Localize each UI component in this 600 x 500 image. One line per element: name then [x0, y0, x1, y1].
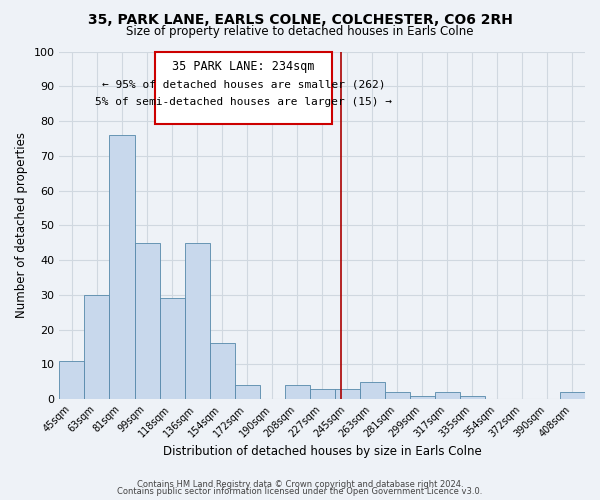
X-axis label: Distribution of detached houses by size in Earls Colne: Distribution of detached houses by size …	[163, 444, 482, 458]
Y-axis label: Number of detached properties: Number of detached properties	[15, 132, 28, 318]
Bar	[410, 396, 435, 399]
Bar	[235, 385, 260, 399]
FancyBboxPatch shape	[155, 52, 332, 125]
Bar	[460, 396, 485, 399]
Text: 5% of semi-detached houses are larger (15) →: 5% of semi-detached houses are larger (1…	[95, 96, 392, 106]
Bar	[360, 382, 385, 399]
Bar	[560, 392, 585, 399]
Text: Size of property relative to detached houses in Earls Colne: Size of property relative to detached ho…	[126, 25, 474, 38]
Text: Contains public sector information licensed under the Open Government Licence v3: Contains public sector information licen…	[118, 488, 482, 496]
Bar	[435, 392, 460, 399]
Bar	[85, 295, 109, 399]
Text: ← 95% of detached houses are smaller (262): ← 95% of detached houses are smaller (26…	[101, 80, 385, 90]
Text: Contains HM Land Registry data © Crown copyright and database right 2024.: Contains HM Land Registry data © Crown c…	[137, 480, 463, 489]
Bar	[185, 242, 209, 399]
Bar	[209, 344, 235, 399]
Text: 35, PARK LANE, EARLS COLNE, COLCHESTER, CO6 2RH: 35, PARK LANE, EARLS COLNE, COLCHESTER, …	[88, 12, 512, 26]
Bar	[109, 135, 134, 399]
Bar	[284, 385, 310, 399]
Text: 35 PARK LANE: 234sqm: 35 PARK LANE: 234sqm	[172, 60, 314, 73]
Bar	[310, 388, 335, 399]
Bar	[160, 298, 185, 399]
Bar	[385, 392, 410, 399]
Bar	[59, 361, 85, 399]
Bar	[335, 388, 360, 399]
Bar	[134, 242, 160, 399]
